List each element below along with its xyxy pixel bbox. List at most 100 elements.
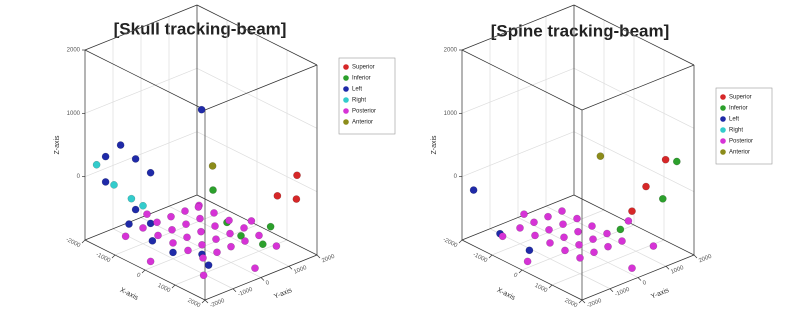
data-point [255,231,263,240]
data-point [618,237,626,245]
box-edge [461,4,575,51]
tick-mark [578,299,583,304]
legend-label: Posterior [352,109,376,115]
data-point [516,224,524,232]
data-point [241,237,249,245]
box-edge [573,4,695,66]
data-point [558,207,566,215]
tick-mark [665,266,670,270]
y-tick-label: 2000 [698,254,713,265]
x-tick-label: 1000 [156,283,171,295]
data-point [588,222,596,230]
x-tick-label: -2000 [442,237,459,250]
legend-label: Inferior [352,76,371,82]
tick-mark [693,254,698,259]
data-point [197,105,206,114]
legend-marker [720,116,726,122]
data-point [121,232,130,241]
data-point [596,152,605,161]
data-point [168,225,176,234]
tick-mark [316,254,321,259]
data-point [210,209,218,217]
tick-mark [637,277,642,281]
legend-marker [720,138,726,144]
data-point [292,195,301,203]
data-point [148,236,157,245]
x-tick-label: 0 [512,272,518,279]
data-point [523,257,532,266]
z-tick-label: 1000 [67,111,81,117]
x-tick-label: 0 [135,272,141,279]
data-point [590,248,598,257]
legend-marker [343,64,349,70]
data-point [131,205,140,214]
x-tick-label: -1000 [472,252,489,265]
data-point [561,246,569,255]
tick-mark [111,254,116,259]
box-edge [461,194,575,241]
data-point [559,220,567,229]
legend-marker [720,149,726,155]
grid-line [84,68,198,114]
tick-mark [141,269,146,274]
legend-marker [720,105,726,111]
data-point [560,233,568,242]
data-point [125,220,133,228]
y-tick-label: -2000 [209,298,226,310]
data-point [199,271,208,280]
tick-mark [488,254,493,259]
data-point [146,168,155,177]
x-axis-title: X-axis [496,287,517,302]
data-point [624,217,633,225]
grid-line [84,131,198,177]
data-point [240,224,248,232]
legend-marker [343,86,349,92]
z-axis-title: Z-axis [431,135,438,155]
tick-mark [201,299,206,304]
tick-mark [609,288,614,292]
data-point [272,242,281,250]
data-point [209,186,217,194]
box-edge [84,4,198,51]
x-axis-title: X-axis [119,287,140,302]
y-tick-label: 1000 [670,265,685,276]
legend-marker [343,75,349,81]
data-point [153,218,161,227]
grid-line [573,131,695,192]
data-point [649,242,658,250]
data-point [546,239,554,247]
x-tick-label: -2000 [65,237,82,250]
data-point [530,218,538,227]
data-point [531,231,539,240]
data-point [212,235,220,244]
box-edge [84,49,206,111]
data-point [146,219,155,228]
data-point [116,141,125,149]
data-point [131,155,140,163]
grid-line [461,131,575,177]
y-tick-label: 1000 [293,265,308,276]
data-point [544,212,552,221]
data-point [194,203,203,211]
box-edge [573,194,695,256]
data-point [143,210,151,219]
grid-line [489,228,611,290]
data-point [293,171,301,180]
data-point [469,186,478,194]
data-point [576,254,584,262]
data-point [182,220,190,229]
y-tick-label: 2000 [321,254,336,265]
x-tick-label: -1000 [95,252,112,265]
data-point [139,201,147,210]
legend-marker [343,97,349,103]
data-point [183,233,191,242]
y-tick-label: -1000 [237,287,254,299]
data-point [204,261,213,270]
data-point [127,194,136,203]
tick-mark [260,277,265,281]
chart-title: [Spine tracking-beam] [491,21,670,40]
y-tick-label: 0 [265,280,271,287]
data-point [628,207,636,216]
tick-mark [518,269,523,274]
